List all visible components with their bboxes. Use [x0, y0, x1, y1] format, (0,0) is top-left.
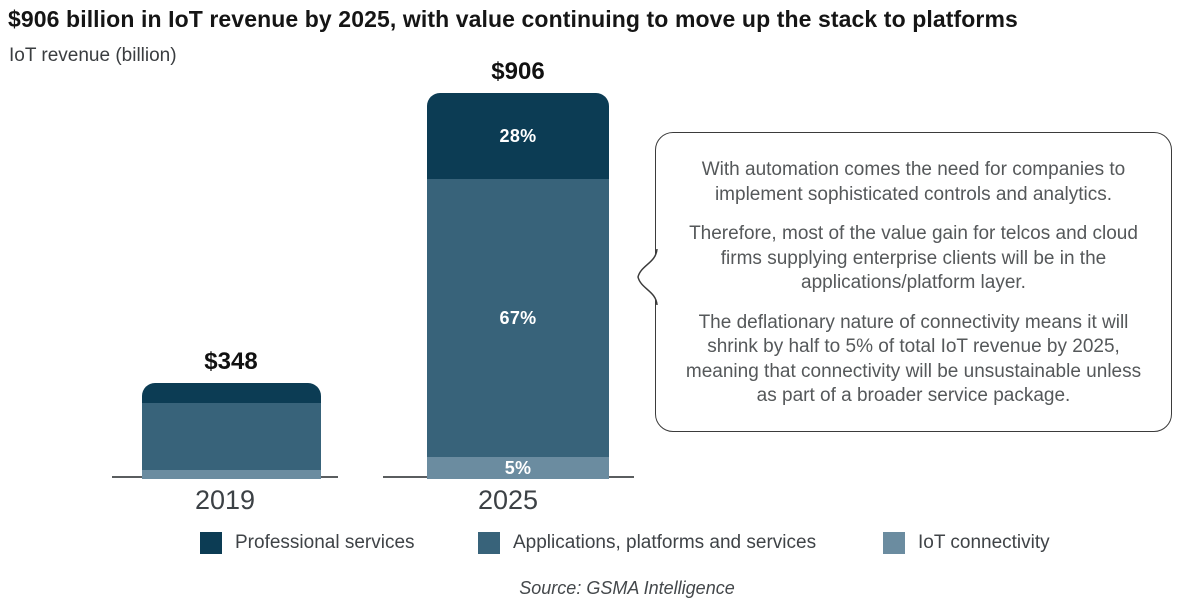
legend-label: IoT connectivity: [918, 532, 1050, 553]
category-label-2019: 2019: [194, 485, 256, 515]
brace-pointer-icon: [637, 248, 658, 306]
callout-paragraph-3: The deflationary nature of connectivity …: [685, 311, 1142, 407]
legend-swatch-applications-platforms: [478, 532, 500, 554]
category-label-2025: 2025: [477, 485, 539, 515]
stacked-bar-2019: [142, 383, 321, 479]
bar-total-label-2019: $348: [204, 348, 258, 375]
callout-bubble: With automation comes the need for compa…: [637, 132, 1172, 432]
y-axis-title: IoT revenue (billion): [9, 45, 177, 66]
legend-label: Professional services: [235, 532, 415, 553]
bar-segment-professional-services-2025: 28%: [427, 93, 609, 179]
segment-pct-label-applications-platforms: 67%: [499, 307, 537, 328]
legend-swatch-iot-connectivity: [883, 532, 905, 554]
legend-swatch-professional-services: [200, 532, 222, 554]
callout-paragraph-2: Therefore, most of the value gain for te…: [689, 223, 1138, 293]
bar-segment-applications-platforms-2025: 67%: [427, 179, 609, 457]
segment-pct-label-professional-services: 28%: [499, 125, 537, 146]
bar-segment-applications-platforms-2019: [142, 403, 321, 470]
legend-item-applications-platforms: Applications, platforms and services: [478, 532, 816, 554]
page-title: $906 billion in IoT revenue by 2025, wit…: [8, 6, 1018, 32]
legend-item-iot-connectivity: IoT connectivity: [883, 532, 1050, 554]
bar-segment-iot-connectivity-2019: [142, 470, 321, 479]
source-note: Source: GSMA Intelligence: [519, 578, 735, 598]
bar-segment-professional-services-2019: [142, 383, 321, 403]
stacked-bar-2025: 28% 67% 5%: [427, 93, 609, 479]
bar-total-label-2025: $906: [491, 58, 545, 85]
legend-label: Applications, platforms and services: [513, 532, 817, 553]
bar-segment-iot-connectivity-2025: 5%: [427, 457, 609, 479]
callout-paragraph-1: With automation comes the need for compa…: [701, 159, 1126, 205]
legend-item-professional-services: Professional services: [200, 532, 415, 554]
segment-pct-label-iot-connectivity: 5%: [504, 457, 532, 478]
